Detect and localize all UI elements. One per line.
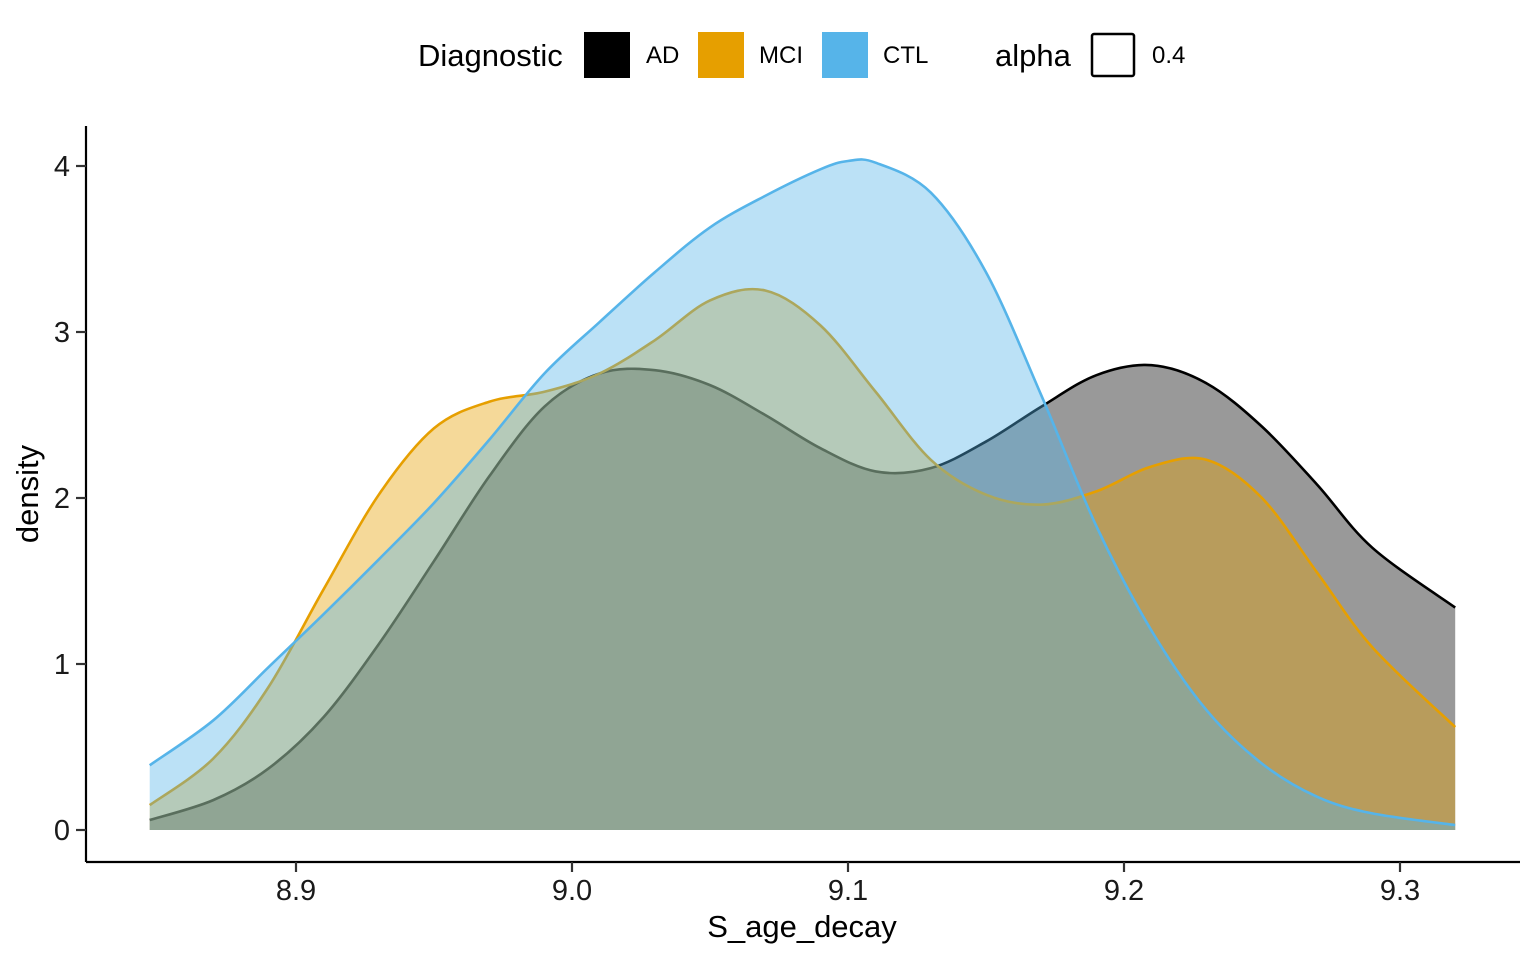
y-axis-title: density [10,444,45,543]
density-series-mci [148,287,1457,830]
density-line-mci [148,287,1457,807]
legend-key-ctl [822,32,868,78]
legend: Diagnostic AD MCI CTL alpha 0.4 [418,32,1185,78]
y-tick-label: 3 [54,317,70,349]
density-line-ad [149,363,1456,822]
x-axis-title: S_age_decay [707,909,897,944]
legend-items: AD MCI CTL [584,32,928,78]
y-tick-label: 1 [54,649,70,681]
x-tick-label: 9.1 [828,875,868,907]
legend-label-mci: MCI [759,42,803,69]
legend-label-ad: AD [646,42,679,69]
x-tick-label: 9.0 [552,875,592,907]
x-tick-label: 8.9 [276,875,316,907]
legend-title-diagnostic: Diagnostic [418,38,563,73]
legend-label-ctl: CTL [883,42,928,69]
legend-title-alpha: alpha [995,38,1072,73]
x-tick-label: 9.3 [1380,875,1420,907]
y-tick-label: 2 [54,483,70,515]
plot-panel: 8.9 9.0 9.1 9.2 9.3 0 1 2 3 4 S_age_decay densit… [10,126,1520,944]
density-line-ctl [148,158,1456,827]
legend-key-alpha [1090,32,1136,78]
y-tick-label: 4 [54,151,70,183]
legend-label-alpha-value: 0.4 [1152,42,1185,69]
x-axis-ticks: 8.9 9.0 9.1 9.2 9.3 [276,862,1420,907]
y-axis-ticks: 0 1 2 3 4 [54,151,86,847]
y-tick-label: 0 [54,815,70,847]
legend-key-mci [698,32,744,78]
density-series-ctl [148,158,1456,830]
density-area-mci [149,289,1456,830]
x-tick-label: 9.2 [1104,875,1144,907]
density-area-ad [149,364,1456,830]
density-area-ctl [149,159,1456,830]
legend-key-ad [584,32,630,78]
density-series-ad [149,363,1456,830]
density-areas [148,158,1457,830]
